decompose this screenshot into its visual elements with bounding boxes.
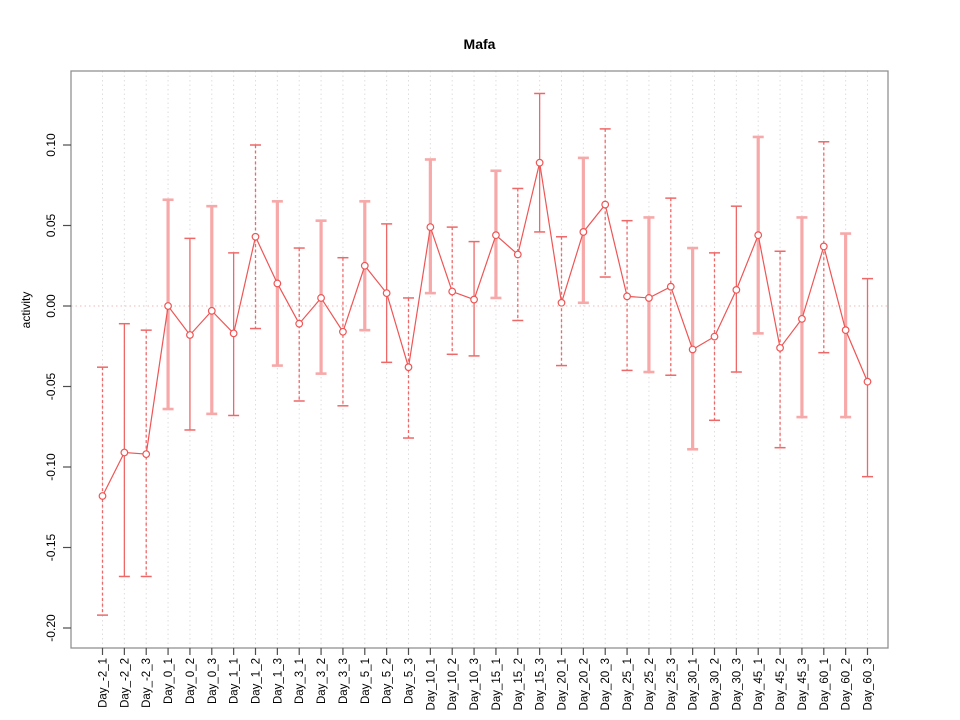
error-bar <box>556 236 567 367</box>
data-point <box>776 343 784 352</box>
x-tick-label: Day_10_3 <box>469 658 481 710</box>
data-point <box>382 289 391 298</box>
x-tick-label: Day_-2_3 <box>141 658 153 708</box>
data-point <box>229 329 238 338</box>
x-tick-label: Day_3_1 <box>294 658 306 704</box>
x-tick-label: Day_60_3 <box>863 658 875 710</box>
data-point <box>360 261 369 270</box>
x-tick-label: Day_60_2 <box>841 658 853 710</box>
data-point <box>710 332 719 341</box>
y-tick-label: 0.00 <box>44 294 58 318</box>
y-tick-label: -0.20 <box>44 614 58 642</box>
data-point <box>448 287 457 296</box>
x-tick-label: Day_30_2 <box>710 658 722 710</box>
x-tick-label: Day_3_2 <box>316 658 328 704</box>
data-point <box>688 345 697 354</box>
data-point <box>513 250 522 259</box>
x-tick-label: Day_45_1 <box>753 658 765 710</box>
x-tick-label: Day_0_3 <box>207 658 219 704</box>
x-tick-label: Day_20_1 <box>557 658 569 710</box>
plot-frame <box>70 70 889 649</box>
error-bar <box>446 226 458 356</box>
error-bar <box>293 247 305 402</box>
x-tick-label: Day_3_3 <box>338 658 350 704</box>
x-tick-label: Day_5_2 <box>382 658 394 704</box>
x-tick-label: Day_-2_1 <box>98 658 110 708</box>
data-point <box>645 294 653 302</box>
data-point <box>164 302 172 310</box>
error-bar <box>403 297 414 439</box>
y-tick-label: -0.05 <box>44 373 58 401</box>
error-bar <box>840 232 852 419</box>
x-tick-label: Day_20_3 <box>600 658 612 710</box>
x-tick-label: Day_60_1 <box>819 658 831 710</box>
x-tick-label: Day_20_2 <box>578 658 590 710</box>
data-point <box>666 282 675 291</box>
x-tick-label: Day_15_3 <box>535 658 547 710</box>
data-point <box>186 331 194 339</box>
x-tick-label: Day_5_1 <box>360 658 372 704</box>
x-tick-label: Day_1_3 <box>272 658 284 704</box>
data-point <box>317 294 325 302</box>
x-tick-label: Day_25_2 <box>644 658 656 710</box>
error-bar <box>250 144 261 330</box>
data-point <box>492 231 500 240</box>
data-point <box>557 298 566 307</box>
data-point <box>819 242 828 251</box>
data-point <box>404 363 413 372</box>
data-point <box>754 231 763 240</box>
x-tick-label: Day_5_3 <box>404 658 416 704</box>
data-point <box>841 326 850 335</box>
data-point <box>142 450 151 459</box>
x-tick-label: Day_30_1 <box>688 658 700 710</box>
data-point <box>732 286 741 294</box>
data-point <box>579 228 588 236</box>
x-tick-label: Day_15_2 <box>513 658 525 710</box>
x-tick-label: Day_15_1 <box>491 658 503 710</box>
y-axis-label: activity <box>19 292 33 329</box>
data-point <box>120 448 129 457</box>
data-point <box>273 279 282 288</box>
x-tick-label: Day_25_3 <box>666 658 678 710</box>
x-tick-label: Day_25_1 <box>622 658 634 710</box>
y-tick-label: 0.05 <box>44 213 58 237</box>
data-point <box>798 314 806 323</box>
data-point <box>251 232 260 241</box>
x-tick-label: Day_10_1 <box>425 658 437 710</box>
y-tick-label: -0.15 <box>44 534 58 562</box>
x-tick-label: Day_45_2 <box>775 658 787 710</box>
chart-title: Mafa <box>463 36 496 52</box>
error-bar <box>97 366 108 616</box>
data-point <box>98 492 107 500</box>
error-bar <box>621 219 633 372</box>
series-line <box>101 162 869 497</box>
data-point <box>207 306 216 315</box>
y-tick-label: -0.10 <box>44 453 58 481</box>
error-bar <box>862 277 873 478</box>
x-tick-label: Day_1_1 <box>229 658 241 704</box>
x-tick-label: Day_45_3 <box>797 658 809 710</box>
y-tick-label: 0.10 <box>44 133 58 157</box>
x-tick-label: Day_10_2 <box>447 658 459 710</box>
data-point <box>863 377 872 386</box>
x-tick-label: Day_1_2 <box>251 658 263 704</box>
data-point <box>426 223 435 232</box>
data-point <box>470 295 478 304</box>
data-point <box>339 327 347 336</box>
x-tick-label: Day_0_1 <box>163 658 175 704</box>
data-point <box>623 292 631 301</box>
data-point <box>601 200 610 209</box>
data-point <box>295 319 304 328</box>
data-point <box>535 158 544 167</box>
error-bar <box>774 250 786 449</box>
x-tick-label: Day_-2_2 <box>119 658 131 708</box>
x-tick-label: Day_30_3 <box>731 658 743 710</box>
x-tick-label: Day_0_2 <box>185 658 197 704</box>
